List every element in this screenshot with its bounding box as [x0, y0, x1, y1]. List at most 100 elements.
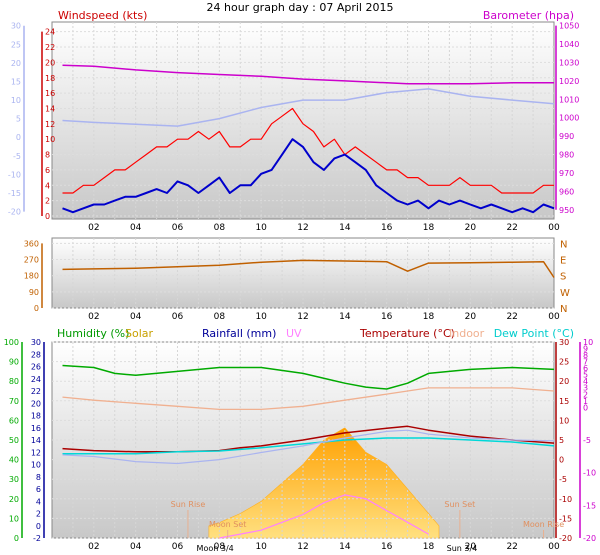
wind-x-tick-00: 00 [548, 223, 560, 233]
temperature-light-line [62, 429, 555, 465]
wind-x-tick-16: 16 [381, 223, 393, 233]
direction-compass-2: S [560, 272, 566, 283]
weather-x-tick-06: 06 [172, 542, 184, 552]
wind-x-tick-04: 04 [130, 223, 142, 233]
weather-temperature-tick--5: -5 [559, 475, 567, 484]
weather-uv-tick-1: 1 [583, 397, 588, 406]
wind-outer-tick-10: 10 [11, 96, 21, 105]
wind-x-tick-20: 20 [465, 223, 477, 233]
weather-rain-tick-20: 20 [31, 399, 41, 408]
page-title: 24 hour graph day : 07 April 2015 [207, 1, 394, 14]
direction-compass-3: E [560, 256, 566, 267]
solar-title: Solar [125, 327, 154, 340]
weather-humidity-tick-40: 40 [9, 456, 19, 465]
wind-panel: Windspeed (kts) Barometer (hpa) 02468101… [8, 9, 579, 233]
weather-x-tick-22: 22 [506, 542, 517, 552]
wind-right-tick-1030: 1030 [559, 59, 579, 68]
direction-left-tick-180: 180 [24, 272, 39, 281]
direction-plot-area [51, 237, 555, 309]
wind-right-tick-1000: 1000 [559, 114, 579, 123]
weather-panel: Humidity (%) Solar Rainfall (mm) UV Temp… [4, 327, 596, 553]
barometer-title: Barometer (hpa) [483, 9, 574, 22]
weather-humidity-tick-60: 60 [9, 416, 19, 425]
weather-uv-tick-5: 5 [583, 371, 588, 380]
weather-rain-tick-12: 12 [31, 448, 41, 457]
direction-left-tick-0: 0 [34, 304, 39, 313]
direction-compass-4: N [560, 239, 567, 250]
weather-temperature-tick-20: 20 [559, 377, 569, 386]
direction-x-tick-20: 20 [465, 312, 477, 322]
wind-right-tick-970: 970 [559, 169, 574, 178]
wind-outer-tick--15: -15 [8, 189, 21, 198]
direction-x-tick-00: 00 [548, 312, 560, 322]
weather-rain-tick-18: 18 [31, 412, 41, 421]
direction-compass-0: N [560, 304, 567, 315]
direction-x-tick-22: 22 [506, 312, 517, 322]
wind-right-tick-1010: 1010 [559, 95, 579, 104]
weather-humidity-tick-20: 20 [9, 495, 19, 504]
wind-left-tick-18: 18 [45, 74, 55, 83]
annotation-moon-rise: Moon Rise [523, 520, 564, 529]
weather-rain-tick-6: 6 [36, 485, 41, 494]
direction-left-tick-270: 270 [24, 256, 39, 265]
wind-x-tick-06: 06 [172, 223, 184, 233]
weather-uv-tick--20: -20 [583, 534, 596, 543]
weather-humidity-tick-70: 70 [9, 397, 19, 406]
weather-rain-tick--2: -2 [33, 534, 41, 543]
weather-humidity-tick-100: 100 [4, 338, 19, 347]
direction-x-tick-16: 16 [381, 312, 393, 322]
annotation-moon-3-4: Moon 3/4 [197, 544, 234, 553]
weather-uv-tick-0: 0 [583, 403, 588, 412]
weather-x-tick-18: 18 [423, 542, 435, 552]
wind-outer-tick-20: 20 [11, 59, 21, 68]
direction-x-tick-02: 02 [88, 312, 99, 322]
wind-outer-tick-0: 0 [16, 133, 21, 142]
temperature-line [62, 88, 555, 127]
weather-rain-tick-2: 2 [36, 510, 41, 519]
wind-outer-tick-30: 30 [11, 22, 21, 31]
annotation-sun-rise: Sun Rise [171, 500, 206, 509]
weather-uv-tick-3: 3 [583, 384, 588, 393]
weather-uv-tick-8: 8 [583, 351, 588, 360]
weather-rain-tick-0: 0 [36, 522, 41, 531]
weather-rain-tick-28: 28 [31, 350, 41, 359]
weather-rain-tick-30: 30 [31, 338, 41, 347]
direction-left-tick-360: 360 [24, 239, 39, 248]
weather-temperature-tick-15: 15 [559, 397, 569, 406]
weather-x-tick-12: 12 [297, 542, 308, 552]
wind-right-tick-1050: 1050 [559, 22, 579, 31]
temperature-title: Temperature (°C) [359, 327, 455, 340]
weather-temperature-tick--20: -20 [559, 534, 572, 543]
wind-left-tick-0: 0 [45, 212, 50, 221]
windspeed-line [62, 107, 554, 194]
weather-x-tick-00: 00 [548, 542, 560, 552]
barometer-line [62, 64, 554, 85]
wind-left-tick-10: 10 [45, 135, 55, 144]
humidity-title: Humidity (%) [57, 327, 129, 340]
weather-temperature-tick-5: 5 [559, 436, 564, 445]
wind-left-tick-8: 8 [45, 151, 50, 160]
wind-x-tick-02: 02 [88, 223, 99, 233]
wind-right-tick-980: 980 [559, 151, 574, 160]
weather-rain-tick-24: 24 [31, 375, 41, 384]
wind-x-tick-14: 14 [339, 223, 351, 233]
weather-temperature-tick-10: 10 [559, 416, 569, 425]
indoor-line [62, 387, 555, 411]
direction-left-tick-90: 90 [29, 288, 39, 297]
uv-title: UV [286, 327, 302, 340]
weather-x-tick-02: 02 [88, 542, 99, 552]
weather-temperature-tick-0: 0 [559, 456, 564, 465]
wind-right-tick-960: 960 [559, 187, 574, 196]
wind-left-tick-22: 22 [45, 43, 55, 52]
wind-right-tick-990: 990 [559, 132, 574, 141]
weather-x-tick-08: 08 [214, 542, 226, 552]
humidity-line [62, 364, 555, 390]
wind-right-tick-1020: 1020 [559, 77, 579, 86]
weather-rain-tick-8: 8 [36, 473, 41, 482]
direction-x-tick-18: 18 [423, 312, 435, 322]
direction-x-tick-06: 06 [172, 312, 184, 322]
weather-x-tick-10: 10 [255, 542, 267, 552]
weather-humidity-tick-10: 10 [9, 514, 19, 523]
dewpoint-title: Dew Point (°C) [494, 327, 574, 340]
